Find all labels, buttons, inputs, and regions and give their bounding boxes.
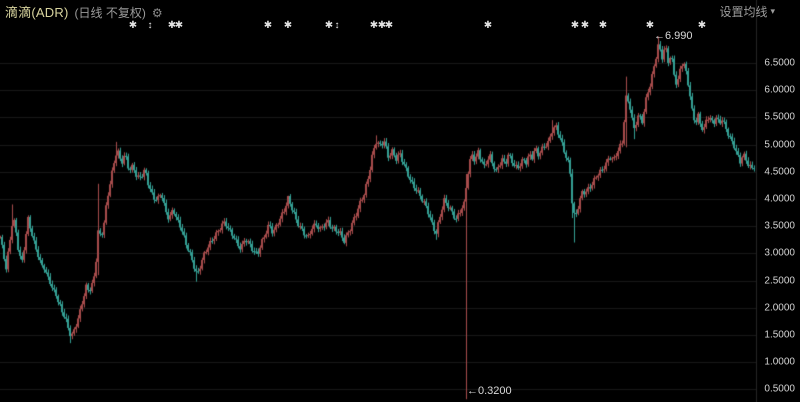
price-axis-label: 4.0000 — [764, 193, 795, 205]
price-axis-label: 4.5000 — [764, 166, 795, 178]
event-marker-icon[interactable]: ✱ — [283, 20, 293, 31]
price-axis-label: 2.0000 — [764, 302, 795, 314]
event-marker-icon[interactable]: ↕ — [334, 20, 340, 31]
event-marker-icon[interactable]: ✱ — [697, 20, 707, 31]
price-axis-label: 6.5000 — [764, 57, 795, 69]
event-marker-icon[interactable]: ✱ — [580, 20, 590, 31]
chevron-down-icon: ▾ — [770, 6, 775, 16]
low-price-annotation: ←0.3200 — [467, 385, 512, 398]
event-marker-icon[interactable]: ✱ — [174, 20, 184, 31]
price-axis-label: 5.5000 — [764, 111, 795, 123]
event-marker-icon[interactable]: ✱ — [128, 20, 138, 31]
high-price-annotation: ←6.990 — [654, 30, 693, 43]
ma-settings-dropdown[interactable]: 设置均线 ▾ — [719, 3, 775, 20]
period-adjustment-label: (日线 不复权) — [74, 6, 146, 20]
price-axis-label: 2.5000 — [764, 275, 795, 287]
event-marker-icon[interactable]: ✱ — [377, 20, 387, 31]
event-marker-icon[interactable]: ✱ — [384, 20, 394, 31]
price-axis-label: 0.5000 — [764, 383, 795, 395]
event-marker-icon[interactable]: ↕ — [147, 20, 153, 31]
ma-settings-label: 设置均线 — [719, 5, 768, 19]
event-marker-icon[interactable]: ✱ — [483, 20, 493, 31]
gear-icon[interactable]: ⚙ — [151, 6, 163, 20]
event-marker-icon[interactable]: ✱ — [263, 20, 273, 31]
event-marker-icon[interactable]: ✱ — [645, 20, 655, 31]
price-axis-label: 6.0000 — [764, 84, 795, 96]
event-marker-icon[interactable]: ✱ — [570, 20, 580, 31]
event-marker-icon[interactable]: ✱ — [369, 20, 379, 31]
event-marker-icon[interactable]: ✱ — [324, 20, 334, 31]
price-axis-label: 3.5000 — [764, 220, 795, 232]
event-marker-icon[interactable]: ✱ — [598, 20, 608, 31]
chart-titlebar: 滴滴(ADR) (日线 不复权) ⚙ — [5, 2, 163, 21]
price-axis-label: 5.0000 — [764, 139, 795, 151]
event-marker-icon[interactable]: ✱ — [167, 20, 177, 31]
price-axis-label: 1.5000 — [764, 329, 795, 341]
price-axis-label: 3.0000 — [764, 247, 795, 259]
symbol-title: 滴滴(ADR) — [5, 5, 69, 20]
price-axis-label: 1.0000 — [764, 356, 795, 368]
